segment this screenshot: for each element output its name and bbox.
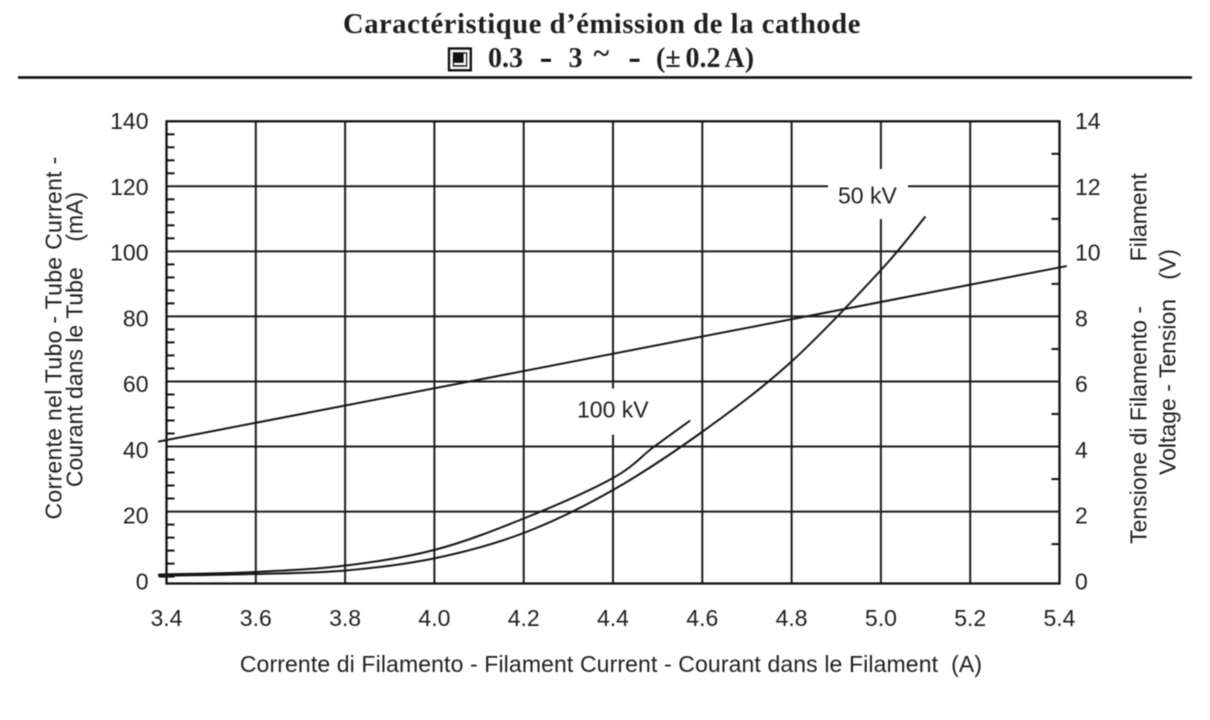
svg-text:(±: (± [656, 43, 681, 74]
svg-text:50 kV: 50 kV [838, 183, 897, 209]
svg-text:Corrente nel Tubo - Tube Curre: Corrente nel Tubo - Tube Current - [41, 156, 67, 519]
svg-text:0.3: 0.3 [488, 43, 523, 74]
svg-text:6: 6 [1075, 371, 1088, 397]
svg-text:Tensione di Filamento -: Tensione di Filamento - Filament [1126, 173, 1152, 544]
svg-text:Corrente di Filamento - Filame: Corrente di Filamento - Filament Current… [240, 651, 982, 677]
svg-text:4: 4 [1075, 437, 1088, 463]
svg-text:~: ~ [594, 37, 610, 70]
svg-text:60: 60 [123, 371, 149, 397]
svg-text:140: 140 [110, 108, 148, 134]
svg-text:3: 3 [569, 43, 583, 74]
svg-text:10: 10 [1075, 240, 1101, 266]
svg-text:80: 80 [123, 305, 149, 331]
svg-text:3.8: 3.8 [329, 605, 361, 631]
svg-text:3.4: 3.4 [151, 605, 183, 631]
svg-text:40: 40 [123, 437, 149, 463]
svg-text:5.0: 5.0 [865, 605, 897, 631]
svg-text:12: 12 [1075, 174, 1101, 200]
svg-text:Voltage - Tension (V): Voltage - Tension (V) [1155, 249, 1181, 475]
svg-text:0: 0 [136, 568, 149, 594]
svg-text:4.4: 4.4 [597, 605, 629, 631]
svg-text:Courant dans le Tube (mA): Courant dans le Tube (mA) [62, 192, 88, 487]
svg-text:8: 8 [1075, 305, 1088, 331]
svg-text:5.2: 5.2 [954, 605, 986, 631]
svg-text:4.8: 4.8 [776, 605, 808, 631]
svg-text:100 kV: 100 kV [577, 397, 649, 423]
svg-text:120: 120 [110, 174, 148, 200]
svg-text:14: 14 [1075, 108, 1101, 134]
svg-text:100: 100 [110, 240, 148, 266]
svg-text:4.2: 4.2 [508, 605, 540, 631]
svg-text:5.4: 5.4 [1044, 605, 1076, 631]
svg-text:4.0: 4.0 [418, 605, 450, 631]
svg-text:A): A) [725, 43, 755, 74]
svg-text:20: 20 [123, 503, 149, 529]
svg-text:0.2: 0.2 [686, 43, 721, 74]
svg-text:4.6: 4.6 [686, 605, 718, 631]
svg-text:3.6: 3.6 [240, 605, 272, 631]
svg-text:Caractéristique d’émission de: Caractéristique d’émission de la cathode [343, 9, 861, 40]
svg-text:0: 0 [1075, 568, 1088, 594]
svg-text:2: 2 [1075, 503, 1088, 529]
